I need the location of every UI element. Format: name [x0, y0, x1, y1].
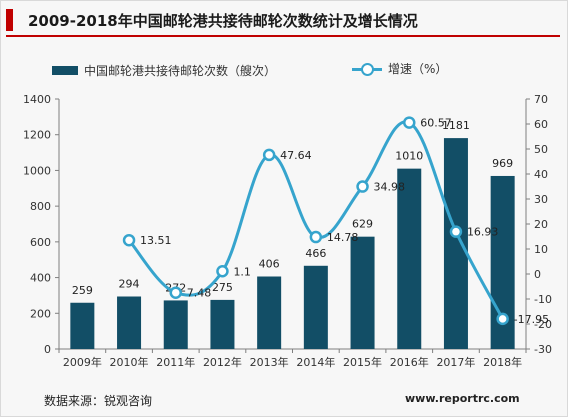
x-axis-tick-label: 2013年	[250, 355, 289, 369]
growth-rate-data-label: 7.48	[187, 287, 212, 300]
title-accent-mark	[6, 9, 13, 31]
legend-item-line: 增速（%）	[352, 60, 447, 77]
left-axis-tick-label: 1200	[23, 129, 51, 142]
left-axis-tick-label: 1400	[23, 93, 51, 106]
x-axis-tick-label: 2011年	[156, 355, 195, 369]
bar-data-label: 406	[259, 258, 280, 271]
left-axis-tick-label: 0	[44, 343, 51, 356]
growth-rate-point	[169, 286, 182, 299]
bar	[443, 138, 468, 349]
growth-rate-point	[262, 148, 276, 162]
chart-title: 2009-2018年中国邮轮港共接待邮轮次数统计及增长情况	[28, 12, 418, 30]
growth-rate-point	[449, 225, 463, 238]
bar-data-label: 466	[305, 247, 326, 260]
bar-data-label: 294	[119, 278, 140, 291]
bar	[303, 265, 328, 349]
bar-data-label: 969	[492, 157, 513, 170]
bar-data-label: 275	[212, 281, 233, 294]
right-axis-tick-label: 70	[534, 93, 548, 106]
x-axis-tick-label: 2018年	[483, 355, 522, 369]
legend-bar-label: 中国邮轮港共接待邮轮次数（艘次）	[84, 64, 277, 78]
legend-line-swatch	[352, 62, 382, 76]
bar	[397, 168, 422, 349]
growth-rate-point	[403, 116, 416, 129]
bar	[163, 300, 188, 349]
bar-data-label: 1181	[442, 119, 470, 132]
growth-rate-data-label: 16.93	[467, 226, 499, 239]
bar	[257, 276, 282, 349]
left-axis-tick-label: 400	[30, 272, 51, 285]
growth-rate-data-label: 14.78	[327, 231, 359, 244]
legend-bar-swatch	[52, 66, 78, 75]
right-axis-tick-label: 10	[534, 243, 548, 256]
right-axis-tick-label: 20	[534, 218, 548, 231]
right-axis-tick-label: 60	[534, 118, 548, 131]
right-axis-tick-label: -30	[534, 343, 552, 356]
growth-rate-point	[122, 233, 136, 247]
x-axis-tick-label: 2015年	[343, 355, 382, 369]
title-bar: 2009-2018年中国邮轮港共接待邮轮次数统计及增长情况	[0, 4, 568, 37]
growth-rate-data-label: 13.51	[140, 234, 172, 247]
growth-rate-data-label: 34.98	[374, 181, 406, 194]
right-axis-tick-label: 50	[534, 143, 548, 156]
x-axis-tick-label: 2009年	[63, 355, 102, 369]
x-axis-tick-label: 2016年	[390, 355, 429, 369]
right-axis-tick-label: 40	[534, 168, 548, 181]
bar-data-label: 1010	[395, 150, 423, 163]
bar-data-label: 629	[352, 218, 373, 231]
title-underline	[6, 35, 560, 37]
right-axis-tick-label: -10	[534, 293, 552, 306]
website-watermark: www.reportrc.com	[405, 392, 520, 405]
left-axis-tick-label: 600	[30, 236, 51, 249]
growth-rate-data-label: 47.64	[280, 149, 312, 162]
x-axis-tick-label: 2017年	[436, 355, 475, 369]
growth-rate-point	[309, 230, 323, 244]
growth-rate-data-label: 60.57	[420, 117, 452, 130]
left-axis-tick-label: 800	[30, 200, 51, 213]
x-axis-tick-label: 2012年	[203, 355, 242, 369]
right-axis-tick-label: 0	[534, 268, 541, 281]
growth-rate-data-label: -17.95	[514, 313, 549, 326]
bar	[70, 302, 95, 349]
data-source: 数据来源：锐观咨询	[44, 394, 153, 408]
bar	[117, 296, 142, 349]
bar	[210, 299, 235, 349]
right-axis-tick-label: 30	[534, 193, 548, 206]
left-axis-tick-label: 200	[30, 307, 51, 320]
left-axis-tick-label: 1000	[23, 164, 51, 177]
growth-rate-point	[496, 312, 509, 326]
legend-item-bar: 中国邮轮港共接待邮轮次数（艘次）	[52, 62, 276, 79]
bar-data-label: 259	[72, 284, 93, 297]
growth-rate-point	[216, 265, 229, 278]
x-axis-tick-label: 2014年	[296, 355, 335, 369]
growth-rate-data-label: 1.1	[233, 265, 251, 278]
x-axis-tick-label: 2010年	[110, 355, 149, 369]
bar	[350, 236, 375, 349]
legend-line-label: 增速（%）	[388, 62, 448, 76]
right-axis-tick-label: -20	[534, 318, 552, 331]
growth-rate-point	[356, 180, 369, 193]
